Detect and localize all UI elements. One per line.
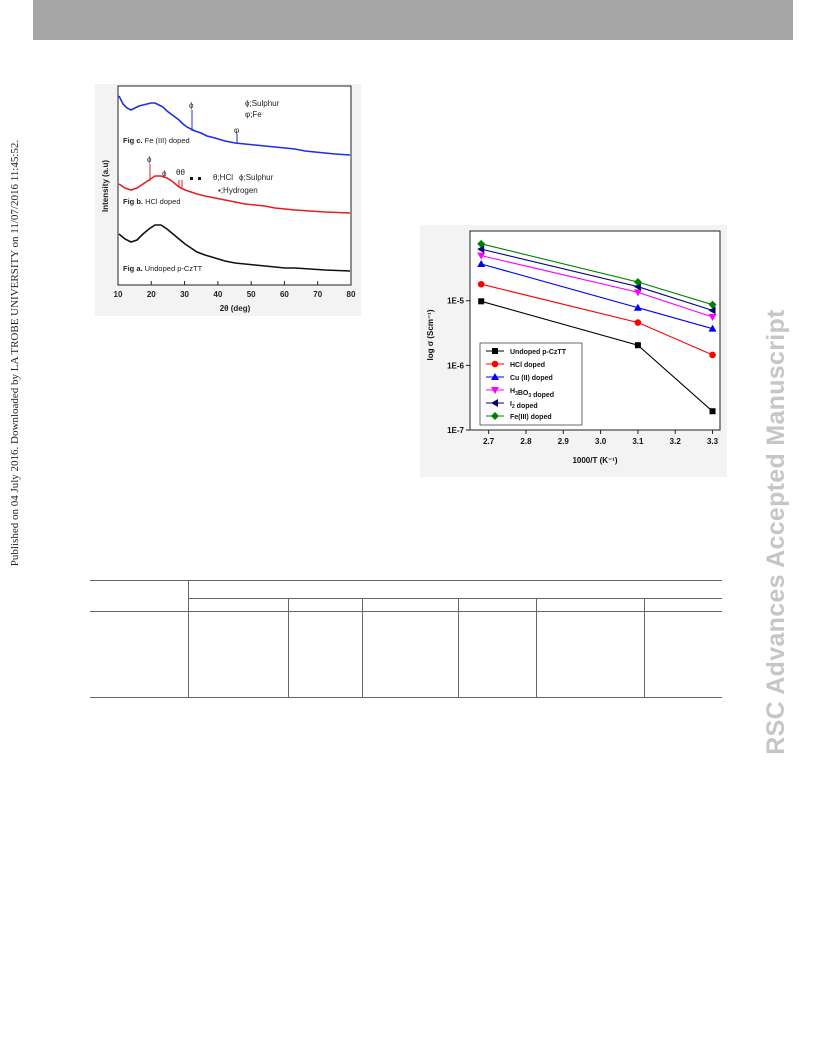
cond-data-point [634, 319, 642, 326]
xrd-figure: 10 20 30 40 50 60 70 80 ϕ;Sulphur φ;Fe ϕ φ Fig … [95, 84, 361, 316]
xrd-legend-fe: φ;Fe [245, 110, 262, 119]
cond-legend-marker [491, 412, 499, 420]
cond-legend-marker [491, 399, 498, 407]
cond-data-point [708, 324, 717, 332]
cond-series-0 [478, 298, 716, 415]
cond-x-tick-label: 3.1 [632, 437, 644, 446]
xrd-x-tick-label: 30 [180, 290, 189, 299]
cond-data-point [708, 300, 717, 309]
xrd-curve-fe-doped [118, 95, 351, 156]
xrd-label-fig-b: Fig b. HCl doped [123, 197, 181, 206]
xrd-x-tick-label: 50 [247, 290, 256, 299]
xrd-label-fig-c: Fig c. Fe (III) doped [123, 136, 190, 145]
cond-legend-label: Undoped p-CzTT [510, 349, 567, 356]
cond-legend-label: HCl doped [510, 362, 545, 369]
xrd-peak-label-hcl-3: θθ [176, 168, 185, 177]
cond-data-point [477, 280, 485, 288]
cond-x-tick-label: 3.0 [595, 437, 607, 446]
xrd-plot-area [117, 85, 352, 286]
cond-legend-label: I2 doped [510, 401, 538, 410]
cond-legend-marker [491, 387, 499, 394]
conductivity-chart: 2.7 2.8 2.9 3.0 3.1 3.2 3.3 1E-7 1E-6 1E-5 Undope… [426, 230, 721, 465]
table-col-divider-5 [536, 598, 537, 697]
cond-data-point [708, 306, 716, 315]
cond-legend-label: Fe(III) doped [510, 414, 552, 421]
table-rule-header [90, 611, 722, 612]
xrd-legend-sulphur: ϕ;Sulphur [245, 99, 280, 108]
cond-y-axis-label: log σ (Scm⁻¹) [426, 309, 435, 360]
xrd-x-ticks: 10 20 30 40 50 60 70 80 [114, 281, 356, 299]
xrd-label-fig-a: Fig a. Undoped p-CzTT [123, 264, 203, 273]
xrd-legend-hydrogen: ▪;Hydrogen [218, 186, 258, 195]
cond-series-5 [477, 239, 717, 309]
cond-axis-ticks: 2.7 2.8 2.9 3.0 3.1 3.2 3.3 1E-7 1E-6 1E-5 [447, 297, 719, 446]
xrd-x-tick-label: 70 [313, 290, 322, 299]
cond-data-point [633, 278, 642, 287]
cond-series-group [477, 239, 717, 415]
xrd-legend-sulphur-2: ϕ;Sulphur [239, 173, 274, 182]
xrd-y-axis-label: Intensity (a.u) [101, 160, 110, 212]
cond-data-point [477, 252, 486, 260]
xrd-peak-label-hcl-1: ϕ [147, 155, 152, 164]
xrd-x-axis-label: 2θ (deg) [220, 304, 251, 313]
cond-legend-label: H3BO3 doped [510, 388, 554, 399]
table-col-divider-4 [458, 598, 459, 697]
cond-legend-marker [491, 373, 499, 380]
cond-data-point [478, 298, 485, 305]
cond-series-1 [477, 280, 716, 359]
xrd-peak-label-hcl-2: ϕ [162, 169, 167, 178]
cond-legend [479, 342, 583, 426]
xrd-peak-label-fe-1: ϕ [189, 101, 194, 110]
cond-data-point [477, 260, 486, 268]
cond-data-point [477, 245, 485, 254]
table-rule-bottom [90, 697, 722, 698]
cond-legend-label: Cu (II) doped [510, 375, 553, 382]
cond-x-tick-label: 3.2 [670, 437, 682, 446]
xrd-hydrogen-marker-2 [198, 177, 201, 180]
cond-y-tick-label: 1E-6 [447, 361, 464, 370]
table-col-divider-2 [288, 598, 289, 697]
cond-data-point [709, 408, 716, 415]
xrd-x-tick-label: 40 [213, 290, 222, 299]
xrd-curve-undoped [118, 224, 351, 272]
cond-data-point [709, 351, 716, 359]
xrd-x-tick-label: 10 [114, 290, 123, 299]
cond-data-point [634, 342, 641, 349]
table-rule-top [90, 580, 722, 581]
xrd-hydrogen-marker-1 [190, 177, 193, 180]
cond-y-tick-label: 1E-7 [447, 426, 464, 435]
cond-data-point [633, 289, 642, 297]
table-rule-sub [188, 598, 722, 599]
xrd-x-tick-label: 20 [147, 290, 156, 299]
cond-series-2 [477, 260, 717, 332]
cond-x-tick-label: 2.9 [558, 437, 570, 446]
cond-data-point [633, 303, 642, 311]
journal-header-bar [33, 0, 793, 40]
cond-x-tick-label: 2.8 [520, 437, 532, 446]
download-stamp: Published on 04 July 2016. Downloaded by… [9, 139, 21, 567]
data-table-frame [90, 580, 722, 698]
xrd-legend-hcl: θ;HCl [213, 173, 233, 182]
cond-legend-items: Undoped p-CzTT HCl doped Cu (II) doped H3BO… [486, 348, 567, 421]
table-col-divider-1 [188, 580, 189, 697]
cond-series-3 [477, 252, 717, 322]
cond-legend-marker [491, 360, 499, 368]
cond-legend-marker [492, 348, 498, 354]
cond-x-tick-label: 3.3 [707, 437, 719, 446]
rsc-accepted-manuscript-watermark: RSC Advances Accepted Manuscript [762, 309, 790, 755]
xrd-peak-label-fe-2: φ [234, 126, 239, 135]
table-col-divider-3 [362, 598, 363, 697]
cond-x-tick-label: 2.7 [483, 437, 495, 446]
xrd-curve-hcl-doped [118, 175, 351, 214]
cond-x-axis-label: 1000/T (K⁻¹) [572, 456, 617, 465]
xrd-plot: 10 20 30 40 50 60 70 80 ϕ;Sulphur φ;Fe ϕ φ Fig … [101, 85, 356, 313]
conductivity-figure: 2.7 2.8 2.9 3.0 3.1 3.2 3.3 1E-7 1E-6 1E-5 Undope… [420, 225, 727, 477]
cond-y-tick-label: 1E-5 [447, 297, 464, 306]
table-col-divider-6 [644, 598, 645, 697]
xrd-x-tick-label: 80 [347, 290, 356, 299]
cond-data-point [708, 314, 717, 322]
xrd-x-tick-label: 60 [280, 290, 289, 299]
cond-data-point [477, 239, 486, 248]
